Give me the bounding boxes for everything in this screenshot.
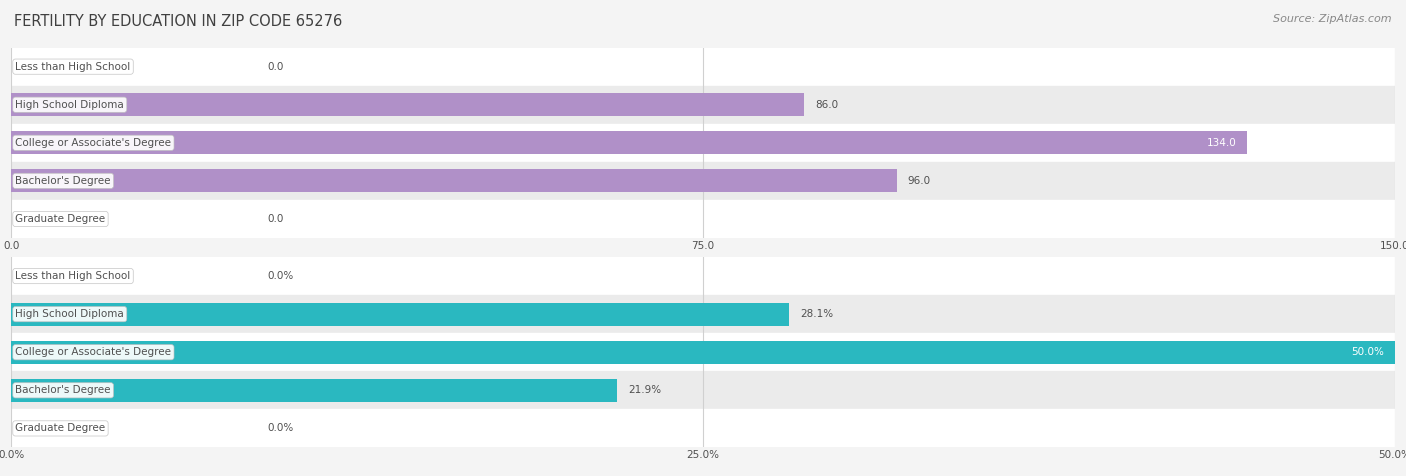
Bar xyxy=(11,371,1395,409)
Bar xyxy=(11,131,1247,154)
Text: High School Diploma: High School Diploma xyxy=(15,99,124,110)
Text: 0.0: 0.0 xyxy=(267,214,284,224)
Bar xyxy=(11,333,1395,371)
Bar xyxy=(11,93,804,116)
Text: 0.0%: 0.0% xyxy=(267,423,294,434)
Bar xyxy=(11,303,789,326)
Text: 0.0: 0.0 xyxy=(267,61,284,72)
Text: 86.0: 86.0 xyxy=(815,99,838,110)
Text: 50.0%: 50.0% xyxy=(1351,347,1384,357)
Text: Graduate Degree: Graduate Degree xyxy=(15,423,105,434)
Text: FERTILITY BY EDUCATION IN ZIP CODE 65276: FERTILITY BY EDUCATION IN ZIP CODE 65276 xyxy=(14,14,342,30)
Text: Bachelor's Degree: Bachelor's Degree xyxy=(15,385,111,396)
Text: 21.9%: 21.9% xyxy=(628,385,661,396)
Bar xyxy=(11,48,1395,86)
Bar xyxy=(11,169,897,192)
Bar xyxy=(11,409,1395,447)
Bar xyxy=(11,86,1395,124)
Text: High School Diploma: High School Diploma xyxy=(15,309,124,319)
Text: 96.0: 96.0 xyxy=(908,176,931,186)
Text: Bachelor's Degree: Bachelor's Degree xyxy=(15,176,111,186)
Bar xyxy=(11,200,1395,238)
Bar xyxy=(11,124,1395,162)
Text: College or Associate's Degree: College or Associate's Degree xyxy=(15,347,172,357)
Text: Source: ZipAtlas.com: Source: ZipAtlas.com xyxy=(1274,14,1392,24)
Text: 134.0: 134.0 xyxy=(1206,138,1236,148)
Bar xyxy=(11,162,1395,200)
Text: Graduate Degree: Graduate Degree xyxy=(15,214,105,224)
Bar xyxy=(11,341,1395,364)
Bar xyxy=(11,295,1395,333)
Bar xyxy=(11,257,1395,295)
Text: 28.1%: 28.1% xyxy=(800,309,832,319)
Text: Less than High School: Less than High School xyxy=(15,271,131,281)
Text: College or Associate's Degree: College or Associate's Degree xyxy=(15,138,172,148)
Bar xyxy=(11,379,617,402)
Text: Less than High School: Less than High School xyxy=(15,61,131,72)
Text: 0.0%: 0.0% xyxy=(267,271,294,281)
